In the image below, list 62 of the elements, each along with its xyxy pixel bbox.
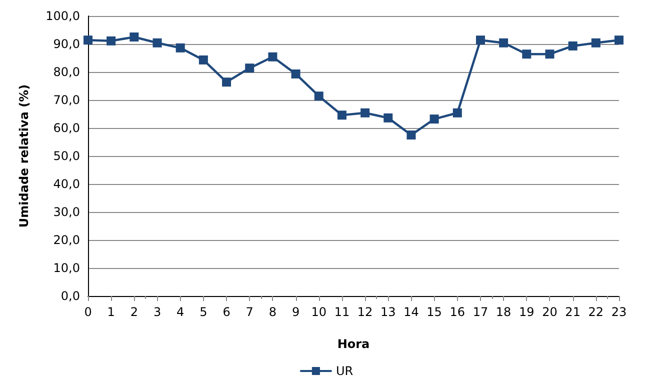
y-tick-label: 20,0 [53, 233, 80, 247]
point [84, 36, 92, 45]
point [499, 38, 508, 48]
x-tick-label: 7 [246, 305, 254, 319]
x-tick-label: 9 [292, 305, 300, 319]
point [430, 114, 439, 124]
point [545, 50, 554, 59]
point [522, 50, 532, 59]
x-tick-label: 18 [496, 305, 512, 319]
x-tick-label: 8 [268, 305, 277, 319]
x-tick-label: 3 [153, 305, 162, 319]
y-tick-label: 80,0 [53, 65, 80, 79]
y-tick-label: 70,0 [53, 93, 80, 107]
legend-label: UR [336, 364, 354, 378]
x-tick-label: 2 [130, 305, 138, 319]
point [614, 36, 624, 45]
point [176, 43, 185, 52]
x-tick-label: 4 [176, 305, 184, 319]
point [222, 78, 232, 87]
x-tick-label: 23 [611, 305, 627, 319]
x-tick-label: 1 [107, 305, 115, 319]
x-tick-label: 6 [222, 305, 230, 319]
point [476, 36, 485, 45]
point [360, 108, 370, 118]
point [384, 113, 393, 122]
x-tick-label: 19 [519, 305, 534, 319]
y-tick-label: 60,0 [53, 121, 80, 135]
x-tick-label: 20 [542, 305, 558, 319]
point [130, 32, 139, 42]
y-axis-title: Umidade relativa (%) [17, 84, 31, 228]
y-tick-label: 50,0 [53, 149, 80, 163]
x-tick-label: 15 [426, 305, 442, 319]
point [152, 38, 162, 48]
point [568, 41, 578, 50]
x-tick-label: 14 [404, 305, 419, 319]
point [245, 64, 254, 73]
x-tick-label: 12 [357, 305, 373, 319]
x-tick-label: 0 [84, 305, 92, 319]
point [268, 52, 278, 62]
point [337, 110, 346, 120]
x-tick-label: 13 [380, 305, 396, 319]
point [291, 69, 300, 78]
point [314, 92, 324, 101]
y-tick-label: 100,0 [46, 9, 80, 23]
x-tick-label: 10 [311, 305, 327, 319]
point [406, 130, 416, 140]
x-tick-label: 11 [334, 305, 350, 319]
y-tick-label: 30,0 [53, 205, 80, 219]
x-tick-label: 5 [200, 305, 208, 319]
y-tick-label: 10,0 [53, 261, 80, 275]
y-tick-label: 40,0 [53, 177, 80, 191]
x-tick-label: 21 [565, 305, 580, 319]
x-axis-title: Hora [337, 337, 370, 351]
y-tick-label: 0,0 [60, 289, 80, 303]
y-tick-label: 90,0 [53, 37, 80, 51]
point [452, 108, 462, 118]
x-tick-label: 16 [450, 305, 466, 319]
point [591, 38, 600, 48]
point [198, 55, 208, 64]
point [106, 36, 116, 46]
x-tick-label: 17 [472, 305, 488, 319]
x-tick-label: 22 [588, 305, 604, 319]
